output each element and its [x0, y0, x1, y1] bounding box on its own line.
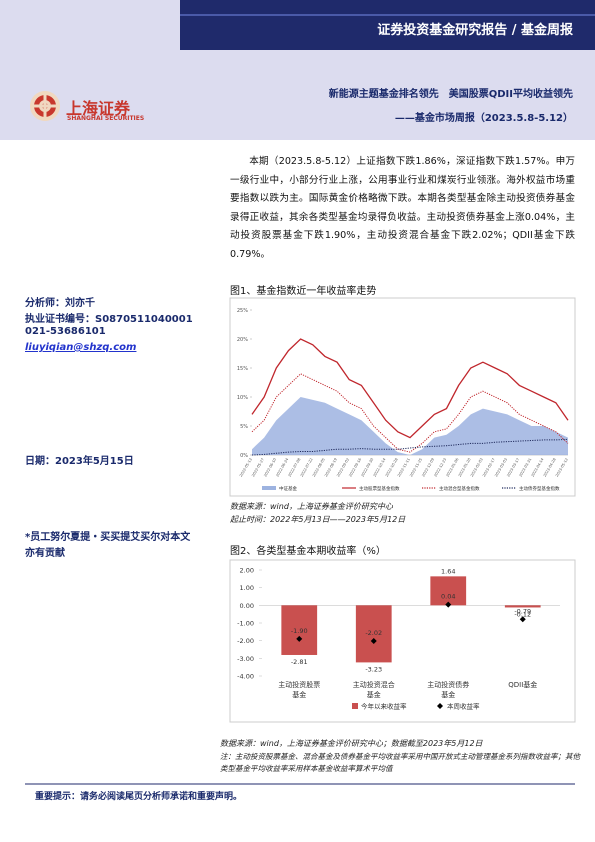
- diamond-marker: [296, 635, 303, 642]
- y-tick-label: 25%: [237, 308, 248, 314]
- figure2-source: 数据来源：wind，上海证券基金评价研究中心；数据截至2023年5月12日: [220, 739, 483, 748]
- banner-text: 证券投资基金研究报告 / 基金周报: [377, 23, 573, 38]
- logo-text: 上海证券: [66, 99, 131, 118]
- diamond-value-label: -2.02: [365, 629, 382, 637]
- phone: 021-53686101: [25, 326, 106, 337]
- legend-label: 本周收益率: [447, 702, 480, 711]
- area: [252, 397, 568, 455]
- footer-note: 重要提示：请务必阅读尾页分析师承诺和重要声明。: [35, 792, 243, 802]
- email[interactable]: liuyiqian@shzq.com: [25, 342, 137, 353]
- legend-swatch: [352, 703, 358, 709]
- x-tick-label: 主动投资债券基金: [427, 681, 470, 699]
- analyst: 分析师：刘亦千: [25, 298, 95, 309]
- diamond-marker: [519, 616, 526, 623]
- y-tick-label: -3.00: [237, 655, 254, 663]
- x-tick-label: 主动投资混合基金: [352, 681, 395, 699]
- legend-swatch: [437, 703, 443, 709]
- y-tick-label: 0.00: [240, 602, 254, 610]
- y-tick-label: 10%: [237, 395, 248, 401]
- bar: [504, 605, 541, 608]
- y-tick-label: 0%: [240, 453, 248, 459]
- legend-swatch: [262, 486, 276, 490]
- figure2-frame: [229, 559, 576, 723]
- summary: 本期（2023.5.8-5.12）上证指数下跌1.86%，深证指数下跌1.57%…: [230, 156, 575, 260]
- figure2-note: 注：主动投资股票基金、混合基金及债券基金平均收益率采用中国开放式主动管理基金系列…: [220, 752, 580, 773]
- legend-label: 主动混合型基金指数: [439, 485, 480, 492]
- y-tick-label: -1.00: [237, 620, 254, 628]
- logo-en: SHANGHAI SECURITIES: [67, 115, 145, 122]
- y-tick-label: -2.00: [237, 637, 254, 645]
- bar: [355, 605, 392, 663]
- line: [251, 338, 569, 439]
- figure2-title: 图2、各类型基金本期收益率（%）: [230, 546, 386, 557]
- report-title: 新能源主题基金排名领先 美国股票QDII平均收益领先: [328, 89, 573, 100]
- legend-label: 今年以来收益率: [361, 702, 407, 711]
- report-subtitle: ——基金市场周报（2023.5.8-5.12）: [394, 113, 573, 124]
- logo-icon: [30, 91, 60, 121]
- figure1-source: 数据来源：wind，上海证券基金评价研究中心: [230, 502, 393, 511]
- legend-label: 主动股票型基金指数: [359, 485, 400, 492]
- x-tick-label: QDII基金: [508, 681, 538, 689]
- y-tick-label: 2.00: [240, 567, 254, 575]
- figure1-title: 图1、基金指数近一年收益率走势: [230, 286, 377, 297]
- diamond-marker: [370, 638, 377, 645]
- bar: [430, 576, 467, 606]
- bar-value-label: -3.23: [365, 665, 382, 673]
- y-tick-label: 5%: [240, 424, 248, 430]
- banner-bg: [180, 0, 595, 50]
- y-tick-label: 20%: [237, 337, 248, 343]
- date: 日期：2023年5月15日: [25, 456, 134, 467]
- note: *员工努尔夏提・买买提艾买尔对本文亦有贡献: [25, 532, 191, 559]
- diamond-value-label: -0.79: [514, 607, 531, 615]
- figure1-period: 起止时间：2022年5月13日——2023年5月12日: [230, 515, 406, 524]
- x-tick-label: 2023-05-12: [555, 458, 569, 478]
- line: [251, 438, 569, 456]
- y-tick-label: -4.00: [237, 673, 254, 681]
- bar-value-label: -2.81: [291, 658, 308, 666]
- legend-label: 主动债券型基金指数: [519, 485, 560, 492]
- y-tick-label: 1.00: [240, 584, 254, 592]
- diamond-value-label: 0.04: [441, 593, 455, 601]
- x-tick-label: 主动投资股票基金: [278, 681, 321, 699]
- bar: [281, 605, 318, 655]
- figure1-frame: [229, 297, 576, 497]
- legend-label: 中证基金: [279, 485, 297, 492]
- line: [251, 373, 569, 453]
- bar-value-label: 1.64: [441, 567, 455, 575]
- diamond-value-label: -1.90: [291, 627, 308, 635]
- bar-value-label: -0.12: [514, 610, 531, 618]
- cert: 执业证书编号：S0870511040001: [25, 314, 193, 325]
- diamond-marker: [445, 601, 452, 608]
- banner-stripe: [180, 14, 595, 16]
- y-tick-label: 15%: [237, 366, 248, 372]
